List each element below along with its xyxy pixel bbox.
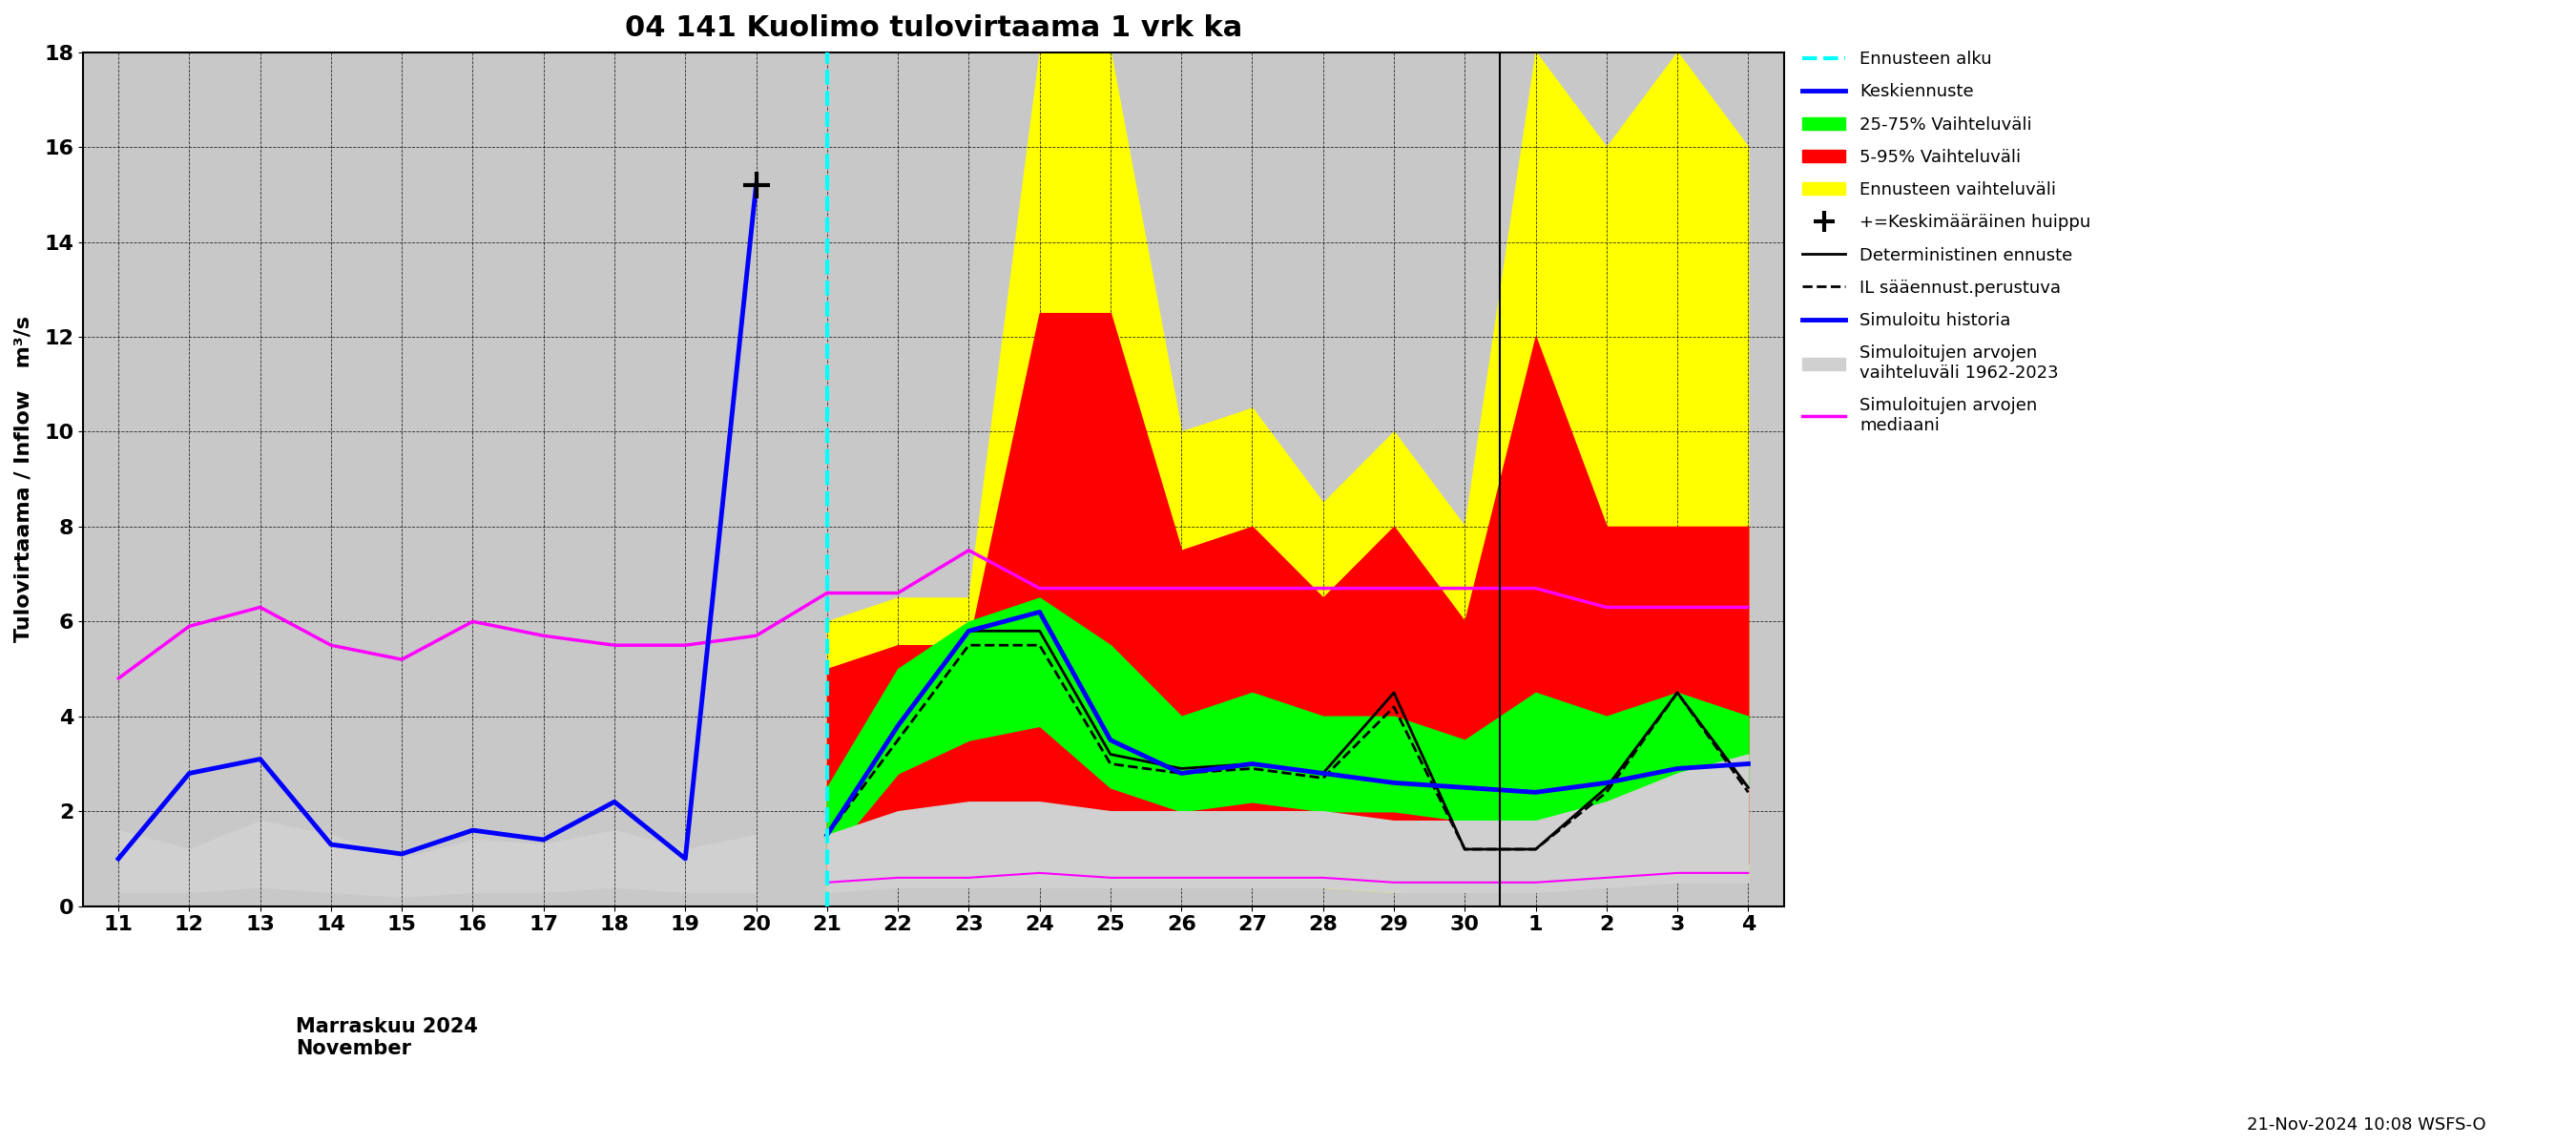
Text: 21-Nov-2024 10:08 WSFS-O: 21-Nov-2024 10:08 WSFS-O: [2246, 1116, 2486, 1134]
Y-axis label: Tulovirtaama / Inflow   m³/s: Tulovirtaama / Inflow m³/s: [15, 316, 33, 642]
Legend: Ennusteen alku, Keskiennuste, 25-75% Vaihteluväli, 5-95% Vaihteluväli, Ennusteen: Ennusteen alku, Keskiennuste, 25-75% Vai…: [1795, 44, 2097, 441]
Text: Marraskuu 2024
November: Marraskuu 2024 November: [296, 1017, 477, 1058]
Title: 04 141 Kuolimo tulovirtaama 1 vrk ka: 04 141 Kuolimo tulovirtaama 1 vrk ka: [623, 14, 1242, 42]
